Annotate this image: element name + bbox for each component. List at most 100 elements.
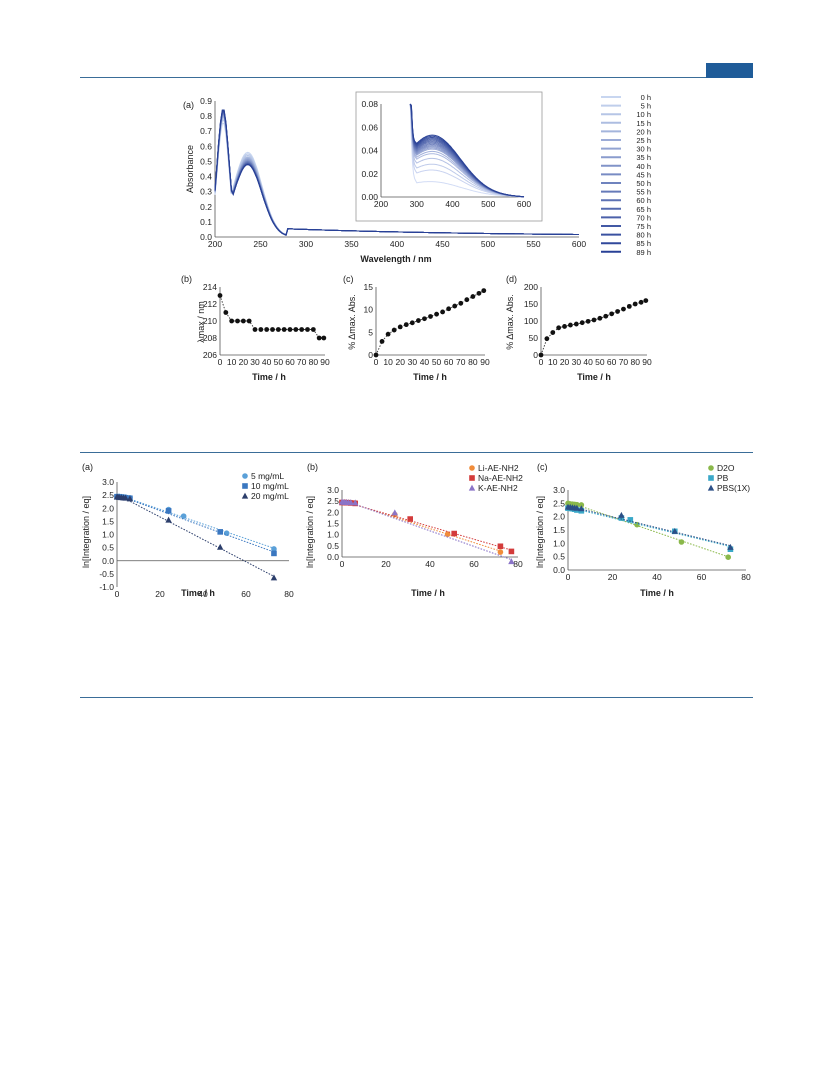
legend-label: 20 mg/mL xyxy=(251,491,289,501)
y-tick-label: 15 xyxy=(364,282,374,292)
legend-marker xyxy=(469,465,475,471)
x-tick-label: 40 xyxy=(652,572,662,582)
na-point xyxy=(223,530,230,536)
y-tick-label: 1.5 xyxy=(553,525,565,535)
y-tick-label: 0.04 xyxy=(361,146,378,156)
x-tick-label: 450 xyxy=(435,239,449,249)
uv-series-line xyxy=(214,109,579,236)
y-tick-label: 212 xyxy=(203,299,217,309)
c-point xyxy=(391,327,397,333)
nc-point xyxy=(627,517,634,523)
x-tick-label: 80 xyxy=(741,572,751,582)
na-fit-line xyxy=(116,494,275,577)
y-tick-label: 0.02 xyxy=(361,169,378,179)
nb-point xyxy=(497,543,504,550)
b-point xyxy=(275,327,281,332)
y-tick-label: 1.0 xyxy=(327,530,339,540)
nb-point xyxy=(347,499,354,506)
x-tick-label: 200 xyxy=(208,239,222,249)
y-tick-label: 2.0 xyxy=(327,507,339,517)
x-tick-label: 60 xyxy=(469,559,479,569)
legend-marker xyxy=(707,484,715,491)
nc-point xyxy=(671,527,678,534)
b-point xyxy=(299,327,305,332)
nc-point xyxy=(618,515,625,521)
x-tick-label: 30 xyxy=(408,357,418,367)
nb-point xyxy=(352,499,359,506)
x-tick-label: 60 xyxy=(607,357,617,367)
legend-label: Na-AE-NH2 xyxy=(478,473,523,483)
panel-na-label: (a) xyxy=(82,462,93,472)
d-point xyxy=(643,298,649,303)
y-tick-label: 1.0 xyxy=(553,538,565,548)
nc-point xyxy=(725,554,731,560)
na-point xyxy=(122,494,129,501)
legend-label: 15 h xyxy=(636,119,651,128)
na-point xyxy=(180,513,187,519)
y-tick-label: 1.5 xyxy=(102,516,114,526)
legend-label: 40 h xyxy=(636,162,651,171)
panel-c-xlabel: Time / h xyxy=(413,372,447,382)
y-tick-label: 0.00 xyxy=(361,192,378,202)
d-point xyxy=(591,317,597,323)
nb-fit-line xyxy=(341,499,512,561)
x-tick-label: 20 xyxy=(395,357,405,367)
d-point xyxy=(609,311,615,317)
b-point xyxy=(281,327,287,332)
x-tick-label: 20 xyxy=(155,589,165,599)
legend-marker xyxy=(708,465,714,471)
na-point xyxy=(271,550,277,557)
panel-b-label: (b) xyxy=(181,274,192,284)
panel-nc-ylabel: ln[Integration / eq] xyxy=(535,496,545,568)
c-point xyxy=(428,314,433,319)
d-point xyxy=(638,299,644,305)
na-point xyxy=(270,574,278,581)
b-point xyxy=(223,310,229,315)
y-tick-label: 0.5 xyxy=(327,541,339,551)
y-tick-label: 0.0 xyxy=(200,232,212,242)
c-point xyxy=(440,309,446,315)
y-tick-label: 0.9 xyxy=(200,96,212,106)
legend-label: D2O xyxy=(717,463,735,473)
legend-label: 5 h xyxy=(641,102,651,111)
nc-point xyxy=(578,502,585,508)
panel-nb-label: (b) xyxy=(307,462,318,472)
nb-fit-line xyxy=(341,500,512,551)
d-point xyxy=(585,318,591,324)
inset-series-line xyxy=(409,103,524,198)
c-point xyxy=(409,320,415,326)
legend-label: 55 h xyxy=(636,188,651,197)
y-tick-label: 0.4 xyxy=(200,172,212,182)
na-point xyxy=(217,543,224,550)
y-tick-label: 0.5 xyxy=(553,552,565,562)
x-tick-label: 90 xyxy=(480,357,490,367)
legend-marker xyxy=(242,483,248,489)
c-point xyxy=(397,324,403,330)
nc-fit-line xyxy=(567,506,731,548)
y-tick-label: 0.8 xyxy=(200,111,212,121)
d-point xyxy=(556,325,562,331)
x-tick-label: 10 xyxy=(548,357,558,367)
b-point xyxy=(252,327,258,332)
panel-nb-xlabel: Time / h xyxy=(411,588,445,598)
b-point xyxy=(246,318,252,324)
x-tick-label: 0 xyxy=(374,357,379,367)
x-tick-label: 60 xyxy=(444,357,454,367)
x-tick-label: 90 xyxy=(642,357,652,367)
legend-marker xyxy=(708,475,714,481)
legend-label: 10 h xyxy=(636,110,651,119)
x-tick-label: 60 xyxy=(241,589,251,599)
x-tick-label: 20 xyxy=(608,572,618,582)
d-point xyxy=(597,315,603,321)
nc-point xyxy=(578,505,585,512)
panel-c-ylabel: % Δmax. Abs. xyxy=(347,294,357,350)
x-tick-label: 40 xyxy=(425,559,435,569)
x-tick-label: 80 xyxy=(468,357,478,367)
x-tick-label: 0 xyxy=(340,559,345,569)
c-point xyxy=(415,318,421,323)
c-point xyxy=(464,297,470,303)
y-tick-label: 5 xyxy=(368,327,373,337)
b-point xyxy=(258,327,264,332)
b-point xyxy=(270,327,275,332)
